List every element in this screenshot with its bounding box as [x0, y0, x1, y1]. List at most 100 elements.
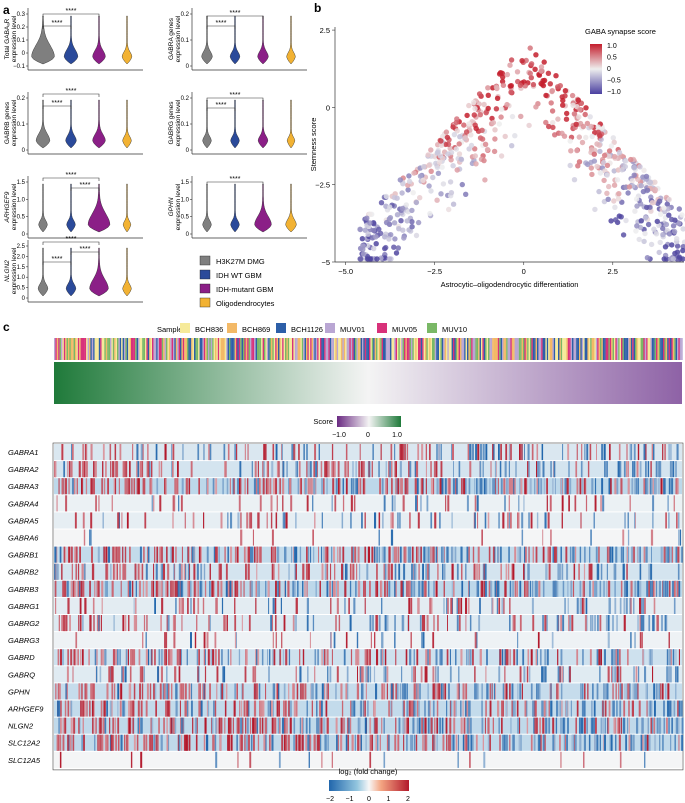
scatter-point: [538, 68, 544, 74]
heatmap-cell: [82, 700, 85, 717]
heatmap-cell: [158, 649, 161, 666]
sample-stripe: [426, 338, 428, 360]
heatmap-cell: [406, 734, 408, 751]
heatmap-cell: [362, 683, 364, 700]
heatmap-cell: [627, 512, 629, 529]
heatmap-cell: [255, 649, 257, 666]
heatmap-cell: [537, 461, 540, 478]
heatmap-cell: [451, 580, 454, 597]
heatmap-cell: [645, 683, 648, 700]
heatmap-cell: [609, 444, 611, 461]
heatmap-cell: [388, 580, 391, 597]
heatmap-cell: [507, 512, 509, 529]
heatmap-cell: [219, 563, 221, 580]
heatmap-cell: [58, 717, 60, 734]
heatmap-cell: [216, 683, 218, 700]
heatmap-cell: [419, 683, 421, 700]
heatmap-cell: [364, 666, 367, 683]
heatmap-cell: [456, 478, 458, 495]
heatmap-cell: [568, 495, 570, 512]
heatmap-cell: [96, 615, 99, 632]
heatmap-cell: [482, 734, 484, 751]
heatmap-cell: [609, 546, 612, 563]
heatmap-cell: [671, 717, 673, 734]
fold-change-tick: 0: [367, 796, 371, 803]
heatmap-cell: [512, 700, 515, 717]
heatmap-cell: [447, 597, 449, 614]
sample-stripe: [135, 338, 137, 360]
heatmap-cell: [117, 717, 120, 734]
heatmap-cell: [438, 683, 440, 700]
sample-stripe: [261, 338, 263, 360]
heatmap-cell: [658, 683, 661, 700]
heatmap-cell: [307, 461, 310, 478]
sample-stripe: [506, 338, 508, 360]
scatter-point: [553, 73, 559, 79]
heatmap-cell: [607, 632, 610, 649]
heatmap-cell: [143, 734, 145, 751]
heatmap-cell: [375, 615, 378, 632]
heatmap-cell: [76, 546, 78, 563]
sample-stripe: [240, 338, 242, 360]
scatter-point: [458, 156, 464, 162]
sample-stripe: [105, 338, 108, 360]
scatter-point: [509, 143, 515, 149]
heatmap-cell: [191, 700, 193, 717]
heatmap-cell: [404, 546, 407, 563]
heatmap-cell: [234, 615, 237, 632]
heatmap-cell: [348, 597, 350, 614]
heatmap-cell: [422, 632, 425, 649]
heatmap-cell: [387, 563, 390, 580]
sample-stripe: [231, 338, 234, 360]
scatter-point: [580, 123, 586, 130]
heatmap-cell: [548, 700, 550, 717]
heatmap-cell: [438, 717, 440, 734]
heatmap-cell: [63, 546, 65, 563]
sample-stripe: [307, 338, 309, 360]
heatmap-cell: [536, 444, 539, 461]
heatmap-cell: [327, 734, 329, 751]
heatmap-cell: [632, 683, 634, 700]
heatmap-cell: [667, 580, 669, 597]
heatmap-cell: [275, 615, 277, 632]
sample-stripe: [55, 338, 57, 360]
heatmap-cell: [261, 700, 263, 717]
heatmap-cell: [637, 683, 639, 700]
heatmap-cell: [433, 734, 436, 751]
heatmap-cell: [246, 649, 248, 666]
scatter-point: [562, 88, 569, 94]
heatmap-cell: [512, 734, 515, 751]
heatmap-cell: [501, 700, 504, 717]
sample-stripe: [126, 338, 129, 360]
heatmap-cell: [615, 683, 617, 700]
sample-stripe: [198, 338, 200, 360]
scatter-point: [360, 246, 366, 252]
heatmap-cell: [71, 546, 73, 563]
scatter-point: [527, 45, 533, 51]
heatmap-cell: [669, 444, 672, 461]
heatmap-cell: [135, 580, 137, 597]
heatmap-cell: [527, 563, 530, 580]
heatmap-cell: [408, 461, 410, 478]
heatmap-cell: [106, 683, 109, 700]
heatmap-cell: [394, 563, 397, 580]
scatter-point: [560, 97, 566, 104]
sample-legend: Sample BCH836 BCH869 BCH1126 MUV01 MUV05 MUV10: [157, 323, 467, 334]
heatmap-cell: [112, 717, 115, 734]
heatmap-cell: [657, 478, 660, 495]
heatmap-cell: [228, 580, 230, 597]
heatmap-cell: [236, 580, 239, 597]
heatmap-cell: [336, 597, 339, 614]
heatmap-cell: [256, 717, 258, 734]
heatmap-cell: [160, 461, 163, 478]
heatmap-cell: [274, 546, 277, 563]
heatmap-cell: [639, 615, 642, 632]
heatmap-cell: [255, 580, 258, 597]
heatmap-cell: [449, 649, 451, 666]
y-tick-label: 0: [22, 296, 26, 302]
heatmap-cell: [292, 615, 295, 632]
heatmap-cell: [676, 444, 679, 461]
heatmap-cell: [72, 478, 74, 495]
heatmap-cell: [145, 649, 148, 666]
heatmap-cell: [357, 478, 360, 495]
